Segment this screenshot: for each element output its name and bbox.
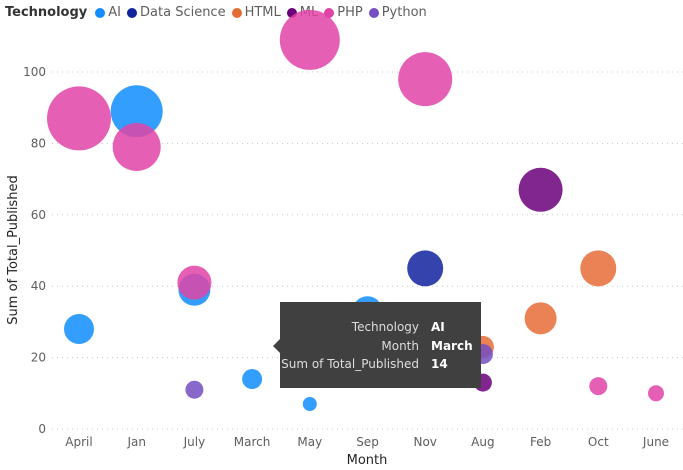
bubble-html[interactable] (580, 250, 617, 287)
bubble-ai[interactable] (64, 314, 94, 345)
tooltip-key: Month (381, 339, 419, 353)
legend-item[interactable]: Data Science (127, 5, 226, 20)
y-tick-label: 80 (31, 136, 46, 150)
bubble-php[interactable] (47, 86, 111, 151)
legend-label: AI (108, 5, 122, 20)
x-axis-title: Month (347, 453, 388, 468)
y-tick-label: 20 (31, 351, 46, 365)
x-tick-label: Aug (471, 435, 494, 449)
legend-marker-icon (231, 7, 242, 18)
tooltip-value: AI (431, 320, 445, 334)
x-tick-label: June (642, 435, 669, 449)
x-tick-label: Nov (413, 435, 436, 449)
legend-item[interactable]: PHP (324, 5, 363, 20)
bubble-ai[interactable] (110, 85, 163, 138)
x-tick-label: Oct (588, 435, 609, 449)
bubble-php[interactable] (589, 377, 608, 396)
tooltip-row: Technology AI (280, 320, 481, 334)
legend-title: Technology (5, 5, 88, 20)
y-tick-label: 0 (38, 422, 46, 436)
legend-item[interactable]: AI (95, 5, 121, 20)
legend-label: PHP (337, 5, 363, 20)
bubble-python[interactable] (185, 380, 204, 399)
bubble-php[interactable] (112, 122, 161, 171)
legend-marker-icon (127, 7, 138, 18)
bubble-php[interactable] (279, 9, 340, 70)
bubble-php[interactable] (648, 385, 664, 402)
legend-label: Data Science (140, 5, 226, 20)
tooltip: Technology AI Month March Sum of Total_Pub… (273, 302, 481, 388)
legend-marker-icon (368, 7, 379, 18)
bubble-php[interactable] (177, 265, 212, 300)
y-tick-label: 40 (31, 279, 46, 293)
bubble-ai[interactable] (302, 397, 317, 412)
x-tick-label: July (183, 435, 206, 449)
bubble-html[interactable] (524, 302, 557, 335)
bubble-php[interactable] (398, 52, 453, 107)
x-tick-label: May (297, 435, 322, 449)
legend-marker-icon (286, 7, 297, 18)
y-tick-label: 60 (31, 208, 46, 222)
tooltip-value: March (431, 339, 473, 353)
bubble-ml[interactable] (518, 167, 563, 212)
tooltip-key: Technology (351, 320, 419, 334)
legend-label: HTML (244, 5, 281, 20)
legend-marker-icon (324, 7, 335, 18)
legend-label: Python (381, 5, 427, 20)
tooltip-row: Month March (280, 339, 481, 353)
x-tick-label: Sep (356, 435, 379, 449)
x-tick-label: March (234, 435, 271, 449)
legend-marker-icon (95, 7, 106, 18)
y-tick-label: 100 (23, 65, 46, 79)
legend-item[interactable]: Python (368, 5, 427, 20)
bubble-data-science[interactable] (407, 250, 444, 287)
bubble-ai[interactable] (242, 369, 263, 390)
tooltip-value: 14 (431, 357, 448, 371)
x-tick-label: Jan (126, 435, 146, 449)
legend-item[interactable]: HTML (231, 5, 281, 20)
y-axis-title: Sum of Total_Published (6, 175, 21, 324)
x-tick-label: April (65, 435, 92, 449)
tooltip-key: Sum of Total_Published (281, 357, 419, 371)
x-tick-label: Feb (530, 435, 551, 449)
tooltip-row: Sum of Total_Published 14 (280, 357, 481, 371)
